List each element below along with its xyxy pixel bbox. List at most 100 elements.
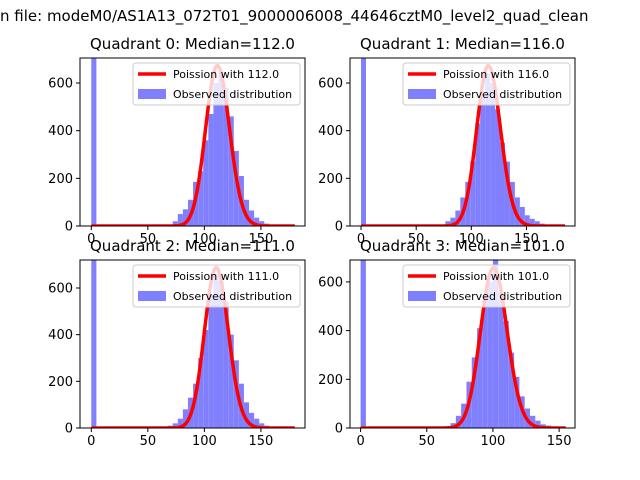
legend-hist-swatch <box>138 89 166 99</box>
histogram-bar <box>519 206 525 226</box>
histogram-bar <box>259 423 265 428</box>
y-tick-label: 400 <box>318 324 343 339</box>
histogram-bar <box>198 358 204 428</box>
histogram-bar <box>498 291 504 428</box>
subplot-quadrant-3: 0 50 100 150 0 200 400 600 Quadrant 3: Median=10… <box>318 237 576 449</box>
histogram-bar <box>228 116 234 226</box>
histogram-bar <box>495 109 500 226</box>
plot-area <box>90 260 296 428</box>
figure-suptitle: n file: modeM0/AS1A13_072T01_9000006008_… <box>0 7 589 25</box>
histogram-bar <box>482 296 488 428</box>
histogram-bar <box>524 215 530 226</box>
y-tick-label: 600 <box>48 77 73 92</box>
subplot-title: Quadrant 3: Median=101.0 <box>360 237 565 255</box>
x-tick-label: 100 <box>192 232 217 247</box>
legend: Poission with 112.0 Observed distribution <box>132 62 301 106</box>
legend: Poission with 116.0 Observed distribution <box>402 62 571 106</box>
y-tick-label: 0 <box>335 220 343 235</box>
legend: Poission with 111.0 Observed distribution <box>132 264 301 308</box>
y-tick-label: 0 <box>65 220 73 235</box>
histogram-bar <box>182 209 188 226</box>
legend-label-observed: Observed distribution <box>173 290 292 303</box>
histogram-bar <box>504 161 510 226</box>
histogram-bar <box>213 83 219 226</box>
histogram-bar <box>485 73 491 226</box>
subplot-title: Quadrant 2: Median=111.0 <box>90 237 295 255</box>
histogram-bar <box>218 281 224 428</box>
poisson-curve <box>360 265 567 428</box>
axes-frame <box>79 259 306 429</box>
histogram-bar <box>480 94 486 226</box>
x-tick-label: 150 <box>514 232 539 247</box>
y-tick-label: 600 <box>48 282 73 297</box>
legend-box <box>132 264 301 308</box>
histogram-bar <box>177 418 183 428</box>
histogram-bar <box>208 114 214 226</box>
x-tick-label: 0 <box>357 232 365 247</box>
legend-hist-swatch <box>138 291 166 301</box>
subplot-quadrant-2: 0 50 100 150 0 200 400 600 Quadrant 2: Median=11… <box>48 237 306 449</box>
histogram-bar <box>228 334 234 428</box>
histogram-bar <box>254 217 260 226</box>
histogram-bar <box>450 217 456 226</box>
histogram-bar <box>208 295 214 428</box>
legend-hist-swatch <box>408 291 436 301</box>
histogram-bar <box>259 221 265 226</box>
legend-label-observed: Observed distribution <box>443 88 562 101</box>
histogram-bar <box>223 302 229 428</box>
histogram-bar <box>193 383 199 428</box>
histogram-bar <box>471 357 478 428</box>
x-tick-label: 150 <box>547 434 572 449</box>
y-tick-label: 0 <box>65 422 73 437</box>
x-tick-label: 50 <box>140 434 157 449</box>
x-tick-label: 0 <box>87 232 95 247</box>
histogram-bar <box>218 71 224 226</box>
legend-label-poisson: Poission with 111.0 <box>173 270 279 283</box>
histogram-bar <box>475 123 481 226</box>
histogram-bar <box>477 328 483 428</box>
histogram-bar <box>508 352 515 428</box>
legend-box <box>132 62 301 106</box>
x-tick-label: 100 <box>481 434 506 449</box>
histogram-bar <box>500 142 505 226</box>
legend: Poission with 101.0 Observed distribution <box>402 264 571 308</box>
histogram-bar <box>172 221 178 226</box>
x-tick-label: 150 <box>248 434 273 449</box>
histogram-bar <box>530 415 536 428</box>
y-tick-label: 200 <box>48 375 73 390</box>
histogram-bar <box>198 171 204 226</box>
legend-label-observed: Observed distribution <box>443 290 562 303</box>
legend-box <box>402 62 571 106</box>
histogram-bar <box>535 420 541 428</box>
histogram-bar <box>177 214 183 226</box>
histogram-bar <box>233 150 239 226</box>
x-tick-label: 100 <box>192 434 217 449</box>
histogram-bar <box>529 218 535 226</box>
y-tick-label: 400 <box>48 124 73 139</box>
plot-area <box>360 58 566 226</box>
histogram-bar <box>455 210 461 226</box>
y-tick-label: 400 <box>48 328 73 343</box>
x-tick-label: 0 <box>356 434 364 449</box>
histogram-bar <box>470 161 476 226</box>
histogram-bar <box>182 409 188 428</box>
histogram-bar <box>254 418 260 428</box>
subplot-quadrant-1: 0 50 100 150 0 200 400 600 Quadrant 1: Median=11… <box>318 35 576 247</box>
histogram-bar <box>203 330 209 428</box>
legend-hist-swatch <box>408 89 436 99</box>
legend-label-poisson: Poission with 116.0 <box>443 68 549 81</box>
axes-frame <box>349 259 576 429</box>
x-tick-label: 50 <box>408 232 425 247</box>
y-tick-label: 600 <box>318 275 343 290</box>
axes-frame <box>349 57 576 227</box>
subplot-title: Quadrant 1: Median=116.0 <box>360 35 565 53</box>
histogram-bar <box>455 415 462 428</box>
x-tick-label: 50 <box>418 434 435 449</box>
histogram-bar <box>503 320 509 428</box>
histogram-bar <box>445 221 451 226</box>
legend-label-observed: Observed distribution <box>173 88 292 101</box>
subplot-quadrant-0: 0 50 100 150 0 200 400 600 Quadrant 0: Median=11… <box>48 35 306 247</box>
legend-label-poisson: Poission with 101.0 <box>443 270 549 283</box>
